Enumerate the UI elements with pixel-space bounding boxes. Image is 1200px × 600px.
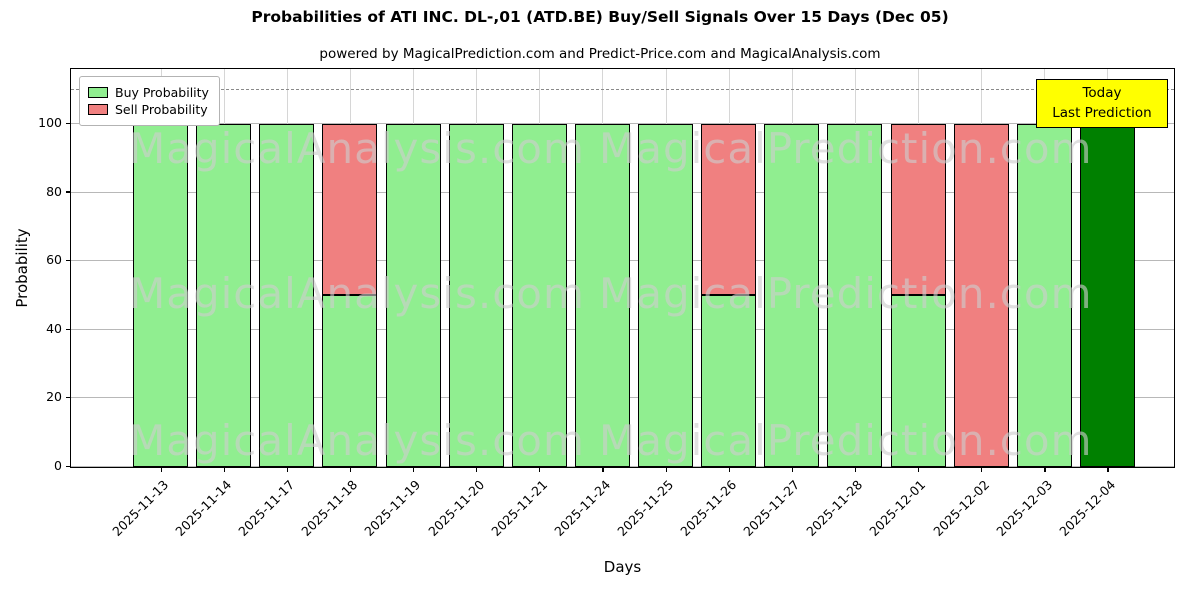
- x-tick-label: 2025-11-24: [551, 477, 614, 539]
- x-tick-label: 2025-11-18: [298, 477, 361, 539]
- bar-buy-2025-11-20: [448, 123, 504, 467]
- y-tick-mark: [66, 122, 71, 124]
- legend-label-buy: Buy Probability: [115, 85, 209, 100]
- bar-sell-2025-11-26: [701, 123, 757, 296]
- buy-swatch-icon: [88, 87, 108, 98]
- bar-buy-2025-11-19: [385, 123, 441, 467]
- legend: Buy Probability Sell Probability: [79, 76, 220, 126]
- x-tick-label: 2025-11-27: [740, 477, 803, 539]
- bar-buy-2025-11-13: [133, 123, 188, 467]
- y-tick-label: 20: [46, 389, 62, 405]
- legend-item-buy: Buy Probability: [88, 85, 209, 100]
- gridline-y-100: [71, 122, 1174, 124]
- x-tick-mark: [286, 467, 288, 472]
- bar-sell-2025-12-01: [890, 123, 946, 296]
- x-tick-label: 2025-11-17: [235, 477, 298, 539]
- chart-title: Probabilities of ATI INC. DL-,01 (ATD.BE…: [251, 8, 949, 26]
- x-tick-mark: [665, 467, 667, 472]
- x-tick-label: 2025-11-13: [109, 477, 172, 539]
- chart-subtitle: powered by MagicalPrediction.com and Pre…: [319, 46, 881, 62]
- annotation-line2: Last Prediction: [1052, 105, 1152, 122]
- bar-buy-2025-11-18: [322, 295, 378, 467]
- bar-buy-2025-11-25: [638, 123, 694, 467]
- legend-label-sell: Sell Probability: [115, 102, 208, 117]
- x-tick-mark: [728, 467, 730, 472]
- bar-sell-2025-11-18: [322, 123, 378, 296]
- y-tick-mark: [66, 397, 71, 399]
- y-tick-label: 60: [46, 252, 62, 268]
- x-tick-label: 2025-11-26: [677, 477, 740, 539]
- x-tick-mark: [981, 467, 983, 472]
- bar-buy-2025-12-04: [1079, 123, 1135, 467]
- annotation-line1: Today: [1082, 85, 1122, 101]
- x-tick-mark: [918, 467, 920, 472]
- x-tick-mark: [413, 467, 415, 472]
- legend-item-sell: Sell Probability: [88, 102, 209, 117]
- watermark-right: MagicalPrediction.com: [599, 269, 1093, 318]
- today-last-prediction-annotation: Today Last Prediction: [1036, 79, 1168, 128]
- y-tick-mark: [66, 259, 71, 262]
- bar-sell-2025-12-02: [953, 123, 1009, 467]
- y-tick-label: 0: [54, 458, 62, 473]
- y-tick-label: 80: [46, 183, 62, 199]
- x-tick-label: 2025-11-21: [487, 477, 550, 539]
- x-tick-mark: [854, 467, 857, 472]
- x-tick-mark: [1044, 467, 1046, 472]
- watermark-right: MagicalPrediction.com: [599, 124, 1093, 173]
- bar-buy-2025-12-01: [890, 295, 946, 467]
- x-tick-label: 2025-11-14: [172, 477, 235, 539]
- sell-swatch-icon: [88, 104, 108, 115]
- x-tick-label: 2025-11-28: [803, 477, 866, 539]
- x-tick-mark: [349, 467, 352, 472]
- y-tick-mark: [66, 191, 71, 193]
- y-axis-title: Probability: [13, 228, 31, 308]
- y-tick-label: 40: [46, 320, 62, 336]
- x-tick-label: 2025-12-02: [929, 477, 992, 539]
- x-tick-label: 2025-11-25: [614, 477, 677, 539]
- x-tick-mark: [791, 467, 793, 472]
- bar-buy-2025-12-03: [1016, 123, 1072, 467]
- bar-buy-2025-11-24: [574, 123, 630, 467]
- y-tick-label: 100: [38, 114, 62, 130]
- bar-buy-2025-11-28: [827, 123, 883, 467]
- bar-buy-2025-11-26: [701, 295, 757, 467]
- y-tick-mark: [66, 465, 71, 467]
- plot-area: Buy Probability Sell Probability 0 20 40 60…: [38, 68, 1175, 539]
- bar-buy-2025-11-17: [259, 123, 315, 467]
- x-tick-label: 2025-11-20: [424, 477, 487, 539]
- watermark-left: MagicalAnalysis.com: [129, 416, 585, 465]
- x-tick-label: 2025-12-03: [992, 477, 1055, 539]
- x-tick-label: 2025-12-01: [866, 477, 929, 539]
- watermark-left: MagicalAnalysis.com: [129, 124, 585, 173]
- x-axis-title: Days: [603, 558, 642, 576]
- threshold-dashed-line: [71, 88, 1174, 90]
- x-tick-mark: [476, 467, 478, 472]
- x-tick-mark: [160, 467, 162, 472]
- x-tick-mark: [1107, 467, 1109, 472]
- bar-buy-2025-11-27: [764, 123, 820, 467]
- bar-buy-2025-11-14: [196, 123, 252, 467]
- x-tick-label: 2025-11-19: [361, 477, 424, 539]
- x-tick-mark: [602, 467, 604, 472]
- y-tick-mark: [66, 328, 71, 330]
- bar-buy-2025-11-21: [511, 123, 567, 467]
- watermark-right: MagicalPrediction.com: [599, 416, 1093, 465]
- x-tick-label: 2025-12-04: [1056, 477, 1119, 539]
- x-tick-mark: [539, 467, 541, 472]
- x-tick-mark: [223, 467, 225, 472]
- watermark-left: MagicalAnalysis.com: [129, 269, 585, 318]
